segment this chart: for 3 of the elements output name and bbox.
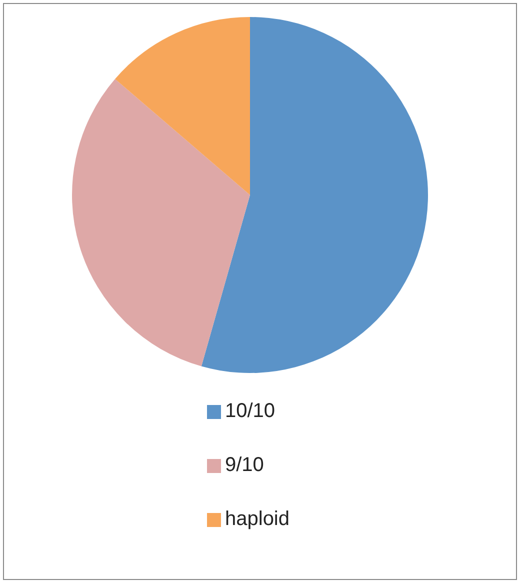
legend-label: 10/10 [225,400,276,423]
legend-label: haploid [225,508,290,531]
legend-label: 9/10 [225,454,264,477]
